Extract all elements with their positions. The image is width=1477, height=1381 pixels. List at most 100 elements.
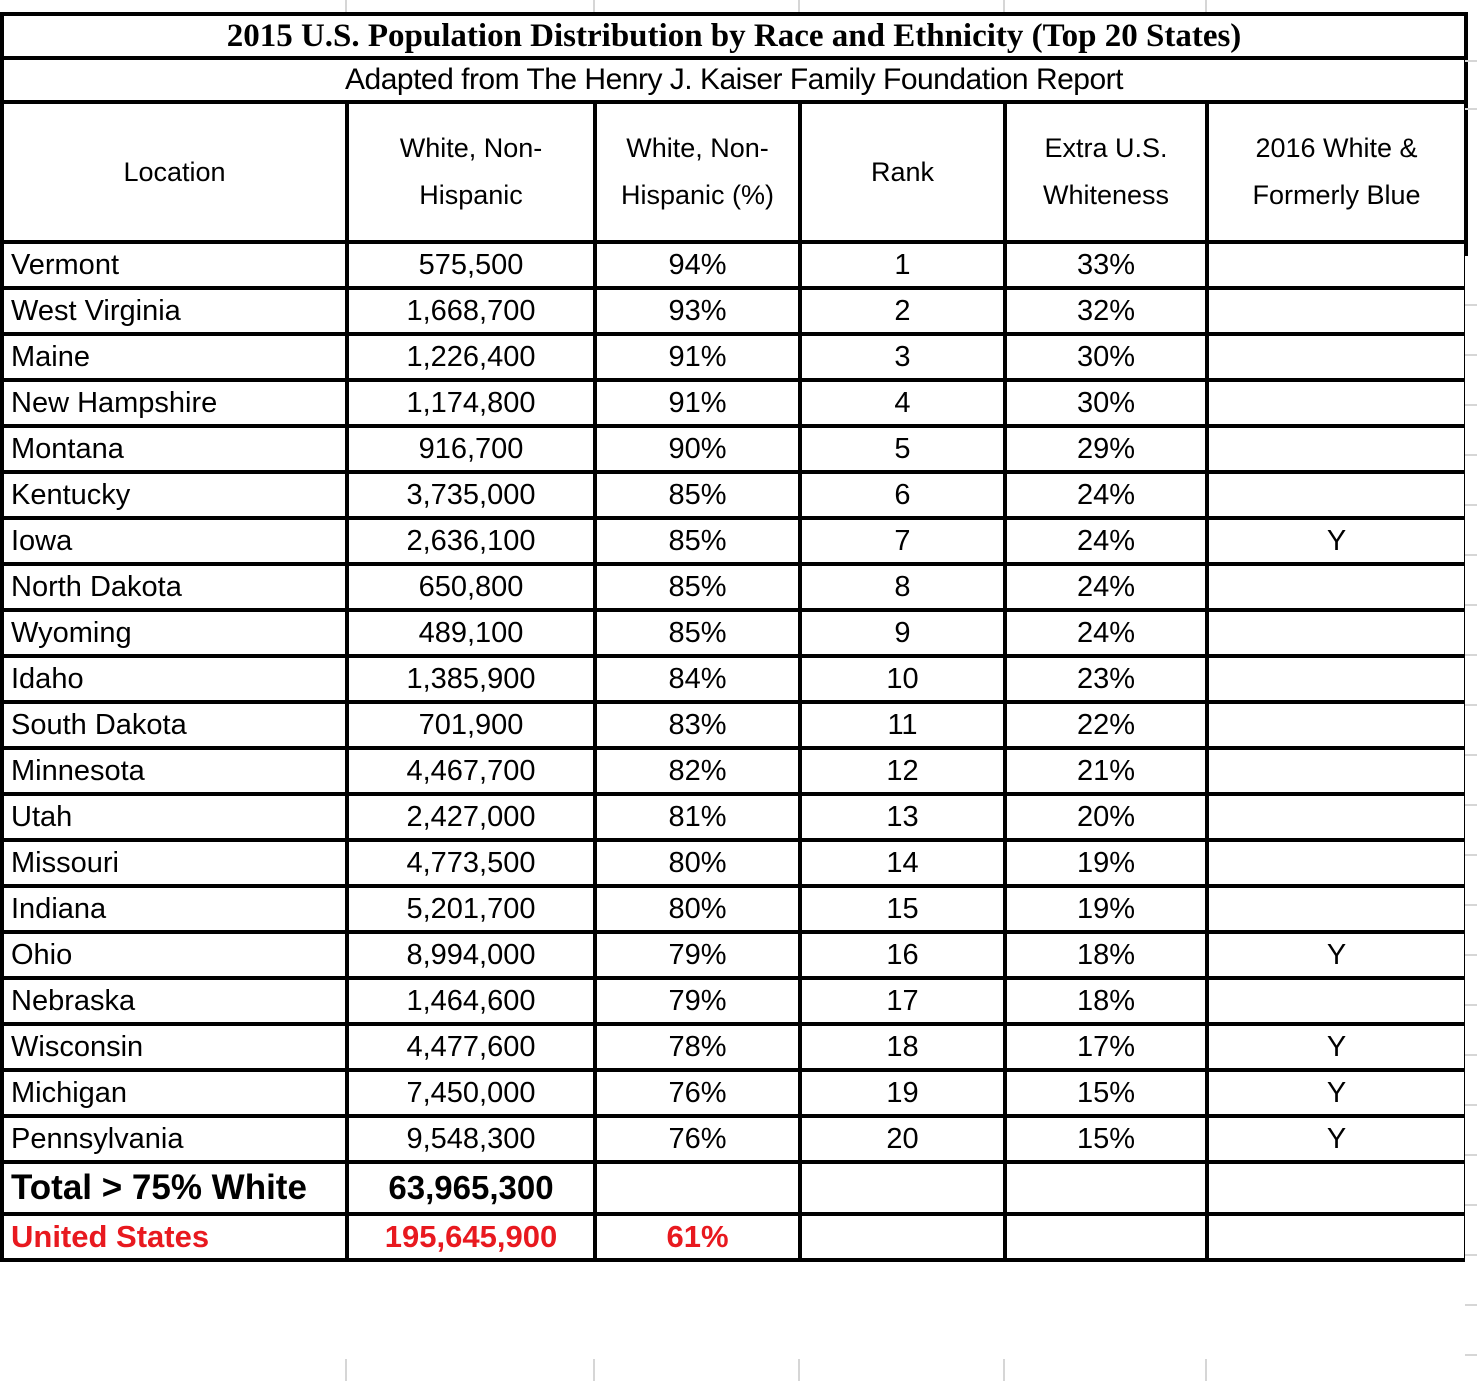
flag-2016-cell: Y xyxy=(1205,1068,1468,1118)
population-cell: 5,201,700 xyxy=(345,884,597,934)
table-row: Idaho 1,385,900 84% 10 23% xyxy=(0,654,1468,704)
population-cell: 8,994,000 xyxy=(345,930,597,980)
extra-whiteness-cell: 18% xyxy=(1003,976,1209,1026)
total-population-cell: 63,965,300 xyxy=(345,1160,597,1216)
state-cell: New Hampshire xyxy=(0,378,349,428)
extra-whiteness-cell: 21% xyxy=(1003,746,1209,796)
extra-whiteness-cell: 30% xyxy=(1003,378,1209,428)
rank-cell: 8 xyxy=(798,562,1007,612)
gridline-tick xyxy=(1465,108,1477,110)
table-row: Nebraska 1,464,600 79% 17 18% xyxy=(0,976,1468,1026)
population-cell: 1,385,900 xyxy=(345,654,597,704)
rank-cell: 1 xyxy=(798,240,1007,290)
state-cell: Kentucky xyxy=(0,470,349,520)
us-extra-cell xyxy=(1003,1212,1209,1262)
extra-whiteness-cell: 15% xyxy=(1003,1068,1209,1118)
state-cell: Pennsylvania xyxy=(0,1114,349,1164)
table-row: Indiana 5,201,700 80% 15 19% xyxy=(0,884,1468,934)
extra-whiteness-cell: 18% xyxy=(1003,930,1209,980)
extra-whiteness-cell: 19% xyxy=(1003,838,1209,888)
state-cell: Montana xyxy=(0,424,349,474)
total-percent-cell xyxy=(593,1160,802,1216)
percent-cell: 76% xyxy=(593,1068,802,1118)
percent-cell: 94% xyxy=(593,240,802,290)
rank-cell: 2 xyxy=(798,286,1007,336)
state-cell: Utah xyxy=(0,792,349,842)
state-cell: Wisconsin xyxy=(0,1022,349,1072)
population-cell: 2,427,000 xyxy=(345,792,597,842)
flag-2016-cell xyxy=(1205,424,1468,474)
population-cell: 7,450,000 xyxy=(345,1068,597,1118)
total-extra-cell xyxy=(1003,1160,1209,1216)
population-cell: 4,467,700 xyxy=(345,746,597,796)
state-cell: Indiana xyxy=(0,884,349,934)
percent-cell: 81% xyxy=(593,792,802,842)
population-cell: 650,800 xyxy=(345,562,597,612)
title-row: 2015 U.S. Population Distribution by Rac… xyxy=(0,12,1468,60)
population-cell: 3,735,000 xyxy=(345,470,597,520)
column-header-rank: Rank xyxy=(798,100,1007,244)
state-cell: West Virginia xyxy=(0,286,349,336)
percent-cell: 84% xyxy=(593,654,802,704)
table-row: Wisconsin 4,477,600 78% 18 17% Y xyxy=(0,1022,1468,1072)
rank-cell: 6 xyxy=(798,470,1007,520)
flag-2016-cell xyxy=(1205,700,1468,750)
percent-cell: 90% xyxy=(593,424,802,474)
column-header-2016-flag: 2016 White & Formerly Blue xyxy=(1205,100,1468,244)
state-cell: Michigan xyxy=(0,1068,349,1118)
percent-cell: 80% xyxy=(593,838,802,888)
extra-whiteness-cell: 19% xyxy=(1003,884,1209,934)
table-row: Utah 2,427,000 81% 13 20% xyxy=(0,792,1468,842)
rank-cell: 12 xyxy=(798,746,1007,796)
rank-cell: 9 xyxy=(798,608,1007,658)
extra-whiteness-cell: 33% xyxy=(1003,240,1209,290)
rank-cell: 10 xyxy=(798,654,1007,704)
flag-2016-cell: Y xyxy=(1205,1114,1468,1164)
flag-2016-cell xyxy=(1205,976,1468,1026)
gridline-tick xyxy=(1205,1359,1207,1381)
rank-cell: 14 xyxy=(798,838,1007,888)
rank-cell: 19 xyxy=(798,1068,1007,1118)
state-cell: Ohio xyxy=(0,930,349,980)
rank-cell: 5 xyxy=(798,424,1007,474)
flag-2016-cell: Y xyxy=(1205,1022,1468,1072)
population-cell: 701,900 xyxy=(345,700,597,750)
table-row: Kentucky 3,735,000 85% 6 24% xyxy=(0,470,1468,520)
flag-2016-cell: Y xyxy=(1205,516,1468,566)
state-cell: Vermont xyxy=(0,240,349,290)
table-row: Pennsylvania 9,548,300 76% 20 15% Y xyxy=(0,1114,1468,1164)
gridline-tick xyxy=(1003,0,1005,12)
extra-whiteness-cell: 15% xyxy=(1003,1114,1209,1164)
gridline-strip xyxy=(1465,256,1477,1358)
population-cell: 1,668,700 xyxy=(345,286,597,336)
state-cell: Iowa xyxy=(0,516,349,566)
column-header-location: Location xyxy=(0,100,349,244)
population-cell: 575,500 xyxy=(345,240,597,290)
flag-2016-cell xyxy=(1205,378,1468,428)
table-row: Iowa 2,636,100 85% 7 24% Y xyxy=(0,516,1468,566)
table-title: 2015 U.S. Population Distribution by Rac… xyxy=(0,12,1468,60)
gridline-tick xyxy=(798,1359,800,1381)
us-population-cell: 195,645,900 xyxy=(345,1212,597,1262)
gridline-tick xyxy=(593,1359,595,1381)
flag-2016-cell xyxy=(1205,286,1468,336)
total-rank-cell xyxy=(798,1160,1007,1216)
percent-cell: 91% xyxy=(593,332,802,382)
population-cell: 916,700 xyxy=(345,424,597,474)
table-row: Montana 916,700 90% 5 29% xyxy=(0,424,1468,474)
flag-2016-cell xyxy=(1205,562,1468,612)
percent-cell: 79% xyxy=(593,930,802,980)
flag-2016-cell xyxy=(1205,608,1468,658)
table-subtitle: Adapted from The Henry J. Kaiser Family … xyxy=(0,56,1468,104)
us-label-cell: United States xyxy=(0,1212,349,1262)
population-cell: 2,636,100 xyxy=(345,516,597,566)
flag-2016-cell: Y xyxy=(1205,930,1468,980)
percent-cell: 76% xyxy=(593,1114,802,1164)
rank-cell: 17 xyxy=(798,976,1007,1026)
flag-2016-cell xyxy=(1205,838,1468,888)
table-row: Ohio 8,994,000 79% 16 18% Y xyxy=(0,930,1468,980)
total-row: Total > 75% White 63,965,300 xyxy=(0,1160,1468,1216)
table-row: Missouri 4,773,500 80% 14 19% xyxy=(0,838,1468,888)
gridline-tick xyxy=(593,0,595,12)
extra-whiteness-cell: 24% xyxy=(1003,608,1209,658)
